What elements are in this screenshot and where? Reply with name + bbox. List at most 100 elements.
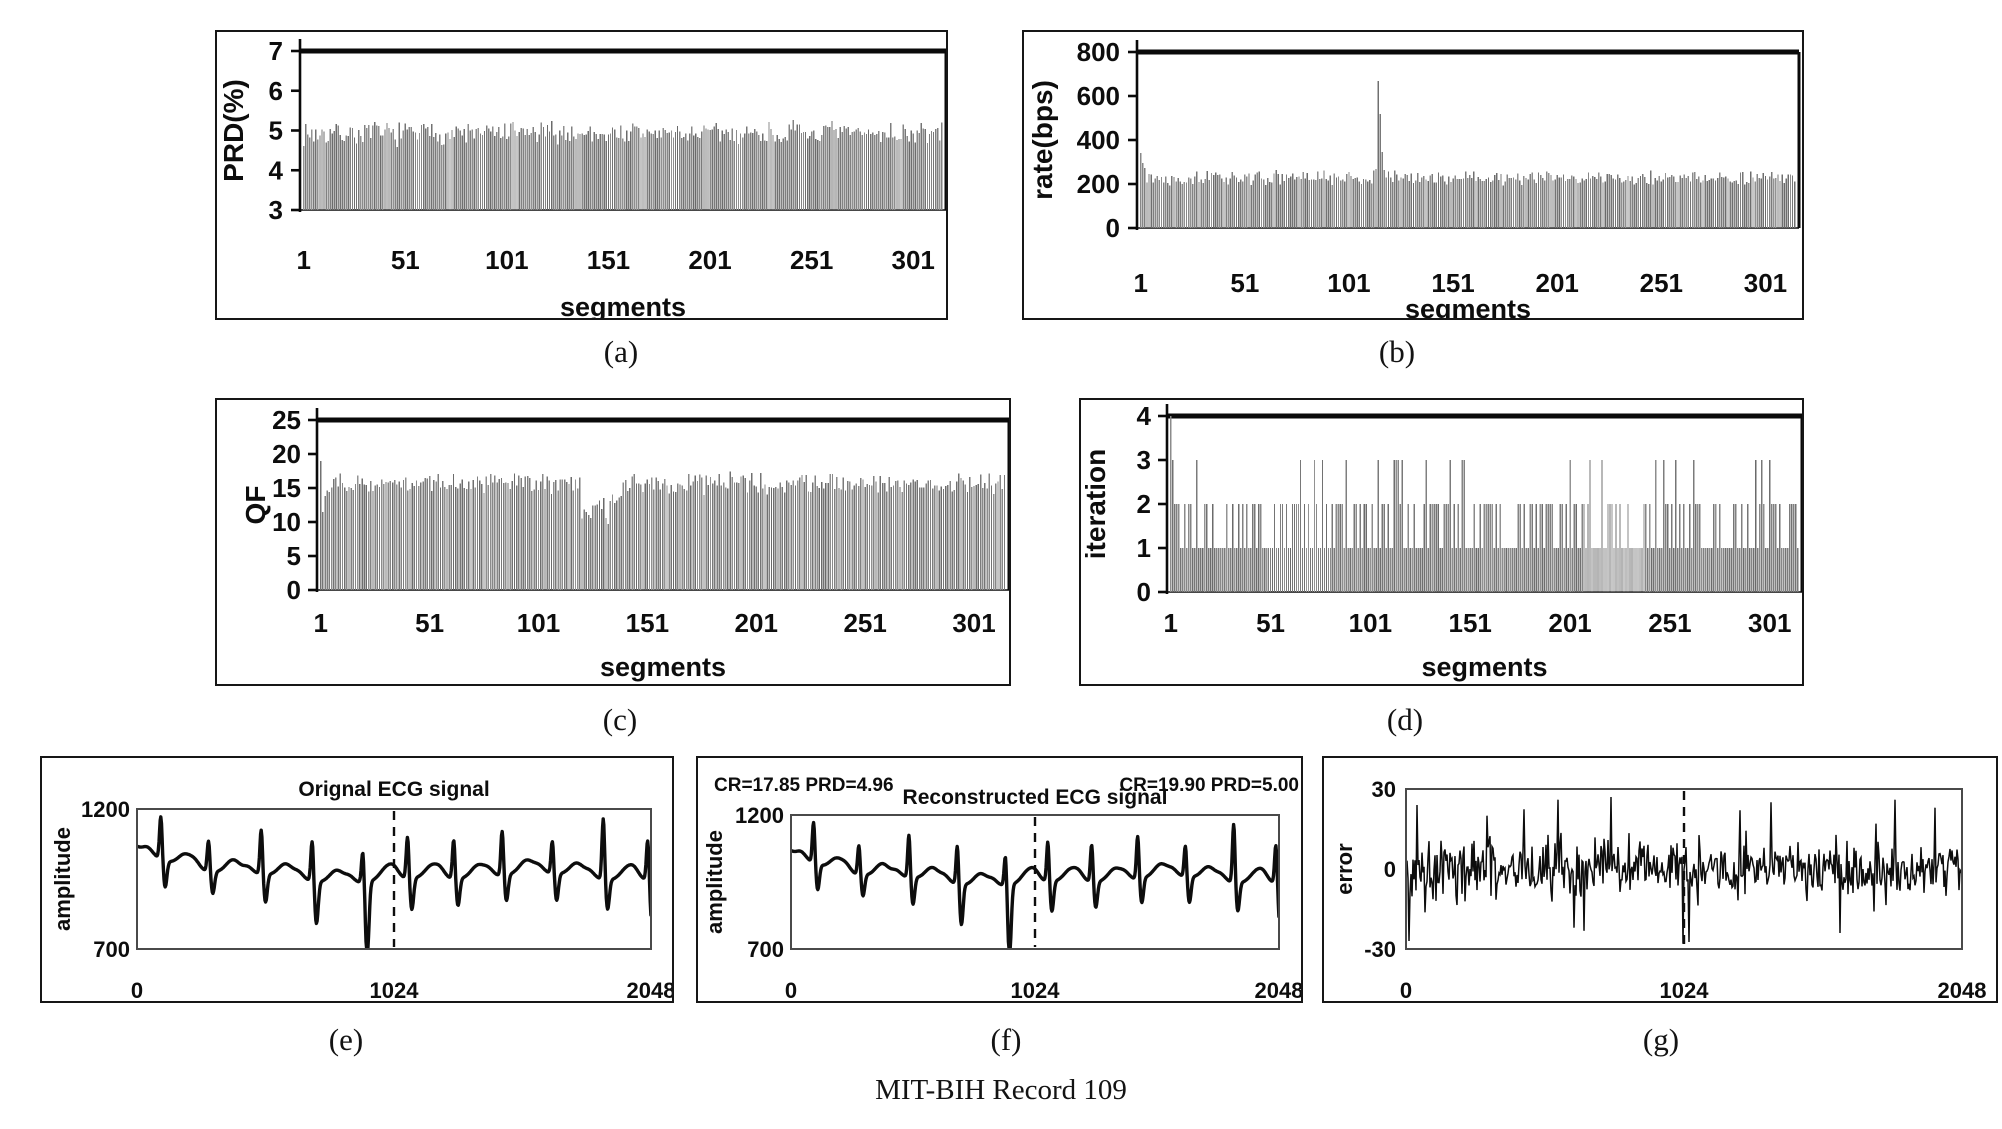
svg-text:151: 151 bbox=[626, 608, 669, 638]
svg-text:1: 1 bbox=[1163, 608, 1177, 638]
panel-d: 4 3 2 1 0 iteration 1 51 101 151 201 251 301 segments bbox=[1079, 398, 1804, 686]
svg-text:201: 201 bbox=[1536, 268, 1579, 298]
svg-text:iteration: iteration bbox=[1081, 449, 1111, 559]
svg-text:1200: 1200 bbox=[735, 803, 784, 828]
svg-text:301: 301 bbox=[1744, 268, 1787, 298]
svg-text:0: 0 bbox=[1137, 577, 1151, 607]
svg-text:3: 3 bbox=[1137, 445, 1151, 475]
svg-text:2048: 2048 bbox=[1255, 978, 1301, 1001]
svg-text:251: 251 bbox=[790, 245, 833, 275]
svg-text:201: 201 bbox=[735, 608, 778, 638]
svg-text:4: 4 bbox=[1137, 401, 1152, 431]
svg-text:151: 151 bbox=[1449, 608, 1492, 638]
svg-text:7: 7 bbox=[269, 36, 283, 66]
svg-text:700: 700 bbox=[93, 937, 130, 962]
svg-text:segments: segments bbox=[1421, 652, 1547, 682]
svg-text:PRD(%): PRD(%) bbox=[218, 79, 249, 182]
panel-e-label: (e) bbox=[328, 1022, 364, 1057]
svg-text:301: 301 bbox=[892, 245, 935, 275]
panel-f: Reconstructed ECG signal CR=17.85 PRD=4.9… bbox=[696, 756, 1303, 1003]
svg-text:amplitude: amplitude bbox=[50, 827, 75, 931]
svg-text:2: 2 bbox=[1137, 489, 1151, 519]
svg-text:700: 700 bbox=[747, 937, 784, 962]
svg-text:51: 51 bbox=[1256, 608, 1285, 638]
svg-text:200: 200 bbox=[1077, 169, 1120, 199]
svg-text:15: 15 bbox=[272, 473, 301, 503]
svg-text:301: 301 bbox=[952, 608, 995, 638]
svg-text:4: 4 bbox=[269, 155, 284, 185]
panel-a-label: (a) bbox=[603, 334, 639, 369]
panel-f-label: (f) bbox=[990, 1022, 1022, 1057]
svg-text:Orignal ECG signal: Orignal ECG signal bbox=[298, 778, 489, 801]
svg-text:201: 201 bbox=[688, 245, 731, 275]
svg-text:51: 51 bbox=[391, 245, 420, 275]
svg-text:51: 51 bbox=[415, 608, 444, 638]
panel-g: 30 0 -30 error 0 1024 2048 bbox=[1322, 756, 1998, 1003]
panel-e-chart: Orignal ECG signal 1200 700 amplitude 0 1024 2… bbox=[50, 778, 672, 1001]
svg-text:51: 51 bbox=[1230, 268, 1259, 298]
svg-text:segments: segments bbox=[560, 292, 686, 318]
svg-text:3: 3 bbox=[269, 195, 283, 225]
svg-text:101: 101 bbox=[1349, 608, 1392, 638]
panel-e: Orignal ECG signal 1200 700 amplitude 0 1024 2… bbox=[40, 756, 674, 1003]
svg-text:101: 101 bbox=[1327, 268, 1370, 298]
svg-text:0: 0 bbox=[287, 575, 301, 605]
svg-text:CR=19.90 PRD=5.00: CR=19.90 PRD=5.00 bbox=[1119, 775, 1299, 796]
svg-text:251: 251 bbox=[1640, 268, 1683, 298]
svg-text:rate(bps): rate(bps) bbox=[1027, 80, 1058, 200]
svg-text:151: 151 bbox=[587, 245, 630, 275]
svg-text:1: 1 bbox=[1137, 533, 1151, 563]
svg-text:error: error bbox=[1332, 843, 1357, 895]
svg-text:101: 101 bbox=[485, 245, 528, 275]
svg-text:25: 25 bbox=[272, 405, 301, 435]
svg-text:30: 30 bbox=[1372, 777, 1396, 802]
svg-text:1: 1 bbox=[296, 245, 310, 275]
svg-text:10: 10 bbox=[272, 507, 301, 537]
svg-text:1024: 1024 bbox=[1660, 978, 1710, 1001]
svg-text:0: 0 bbox=[1384, 857, 1396, 882]
svg-text:400: 400 bbox=[1077, 125, 1120, 155]
svg-text:20: 20 bbox=[272, 439, 301, 469]
svg-text:Reconstructed ECG signal: Reconstructed ECG signal bbox=[903, 786, 1168, 809]
svg-text:251: 251 bbox=[1648, 608, 1691, 638]
svg-text:600: 600 bbox=[1077, 81, 1120, 111]
svg-text:5: 5 bbox=[269, 116, 283, 146]
svg-text:1024: 1024 bbox=[370, 978, 420, 1001]
svg-text:1: 1 bbox=[313, 608, 327, 638]
svg-text:201: 201 bbox=[1548, 608, 1591, 638]
panel-b-label: (b) bbox=[1378, 334, 1416, 369]
svg-text:amplitude: amplitude bbox=[702, 830, 727, 934]
svg-text:2048: 2048 bbox=[627, 978, 672, 1001]
svg-text:0: 0 bbox=[1106, 213, 1120, 243]
svg-text:0: 0 bbox=[1400, 978, 1412, 1001]
panel-g-label: (g) bbox=[1642, 1022, 1680, 1057]
svg-text:6: 6 bbox=[269, 76, 283, 106]
svg-text:800: 800 bbox=[1077, 37, 1120, 67]
svg-text:251: 251 bbox=[843, 608, 886, 638]
svg-text:CR=17.85 PRD=4.96: CR=17.85 PRD=4.96 bbox=[714, 775, 894, 796]
svg-text:0: 0 bbox=[785, 978, 797, 1001]
svg-text:segments: segments bbox=[600, 652, 726, 682]
panel-f-chart: Reconstructed ECG signal CR=17.85 PRD=4.9… bbox=[702, 775, 1301, 1001]
svg-text:151: 151 bbox=[1431, 268, 1474, 298]
panel-c: 25 20 15 10 5 0 QF 1 51 101 151 201 251 301 segments bbox=[215, 398, 1011, 686]
svg-text:101: 101 bbox=[517, 608, 560, 638]
svg-text:0: 0 bbox=[131, 978, 143, 1001]
panel-c-label: (c) bbox=[602, 702, 638, 737]
svg-text:1200: 1200 bbox=[81, 797, 130, 822]
svg-text:5: 5 bbox=[287, 541, 301, 571]
panel-b: 800 600 400 200 0 rate(bps) 1 51 101 151 201 251 301… bbox=[1022, 30, 1804, 320]
svg-text:1: 1 bbox=[1133, 268, 1147, 298]
panel-a: 7 6 5 4 3 PRD(%) 1 51 101 151 201 251 301 segments bbox=[215, 30, 948, 320]
svg-text:segments: segments bbox=[1405, 294, 1531, 318]
figure-caption: MIT-BIH Record 109 bbox=[875, 1074, 1127, 1106]
svg-text:-30: -30 bbox=[1364, 937, 1396, 962]
svg-text:2048: 2048 bbox=[1938, 978, 1987, 1001]
svg-text:QF: QF bbox=[240, 486, 271, 525]
